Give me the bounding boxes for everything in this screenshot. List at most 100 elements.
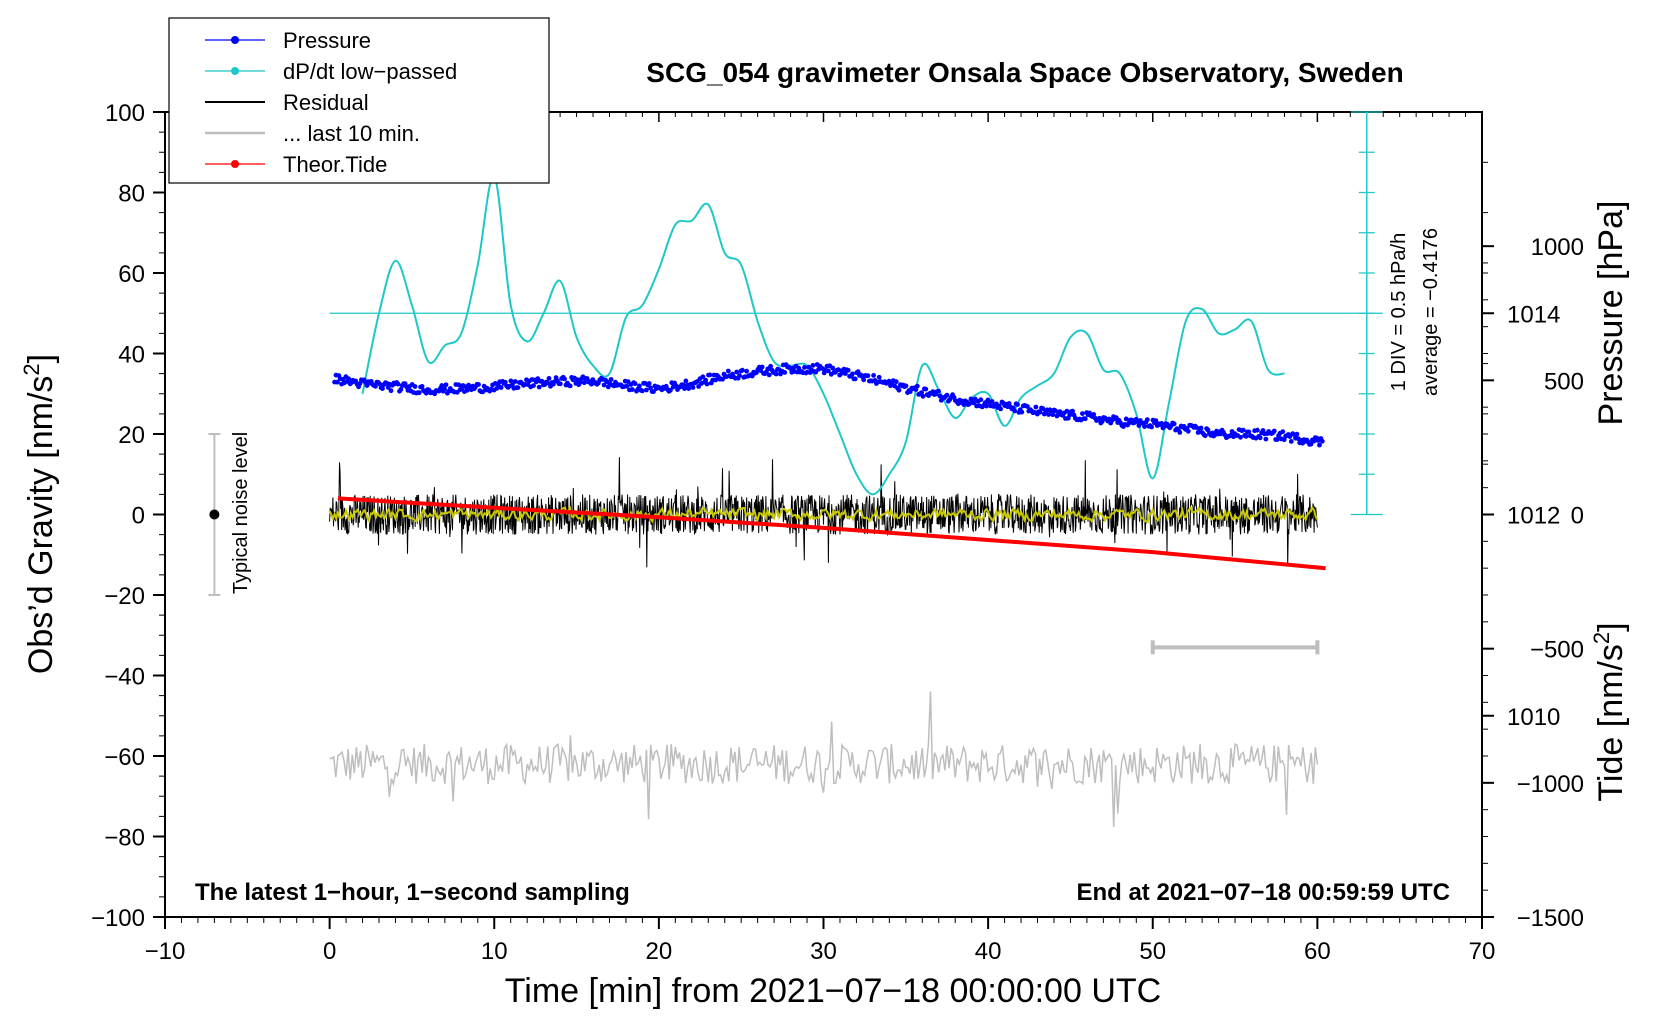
pressure-point bbox=[919, 390, 924, 395]
pressure-point bbox=[1202, 433, 1208, 439]
pressure-point bbox=[984, 403, 989, 409]
x-tick-label: 50 bbox=[1139, 938, 1166, 965]
gravity-axis-title: Obs’d Gravity [nm/s2] bbox=[19, 354, 60, 674]
x-tick-label: 20 bbox=[646, 938, 673, 965]
pressure-point bbox=[639, 388, 645, 394]
pressure-point bbox=[423, 390, 429, 396]
tide-tick-label: 0 bbox=[1571, 503, 1584, 530]
pressure-point bbox=[335, 379, 340, 385]
pressure-point bbox=[1144, 417, 1150, 422]
gravity-tick-label: 100 bbox=[105, 100, 145, 127]
gravity-tick-label: 80 bbox=[118, 181, 145, 208]
pressure-point bbox=[744, 368, 749, 374]
pressure-point bbox=[796, 365, 802, 371]
pressure-point bbox=[395, 381, 401, 387]
pressure-point bbox=[629, 387, 635, 392]
pressure-point bbox=[1064, 408, 1070, 414]
legend-entry-residual: Residual bbox=[205, 90, 369, 115]
pressure-point bbox=[624, 383, 630, 389]
pressure-point bbox=[1308, 441, 1314, 447]
pressure-point bbox=[680, 382, 686, 388]
pressure-point bbox=[601, 382, 607, 388]
x-tick-label: 10 bbox=[481, 938, 508, 965]
legend-box bbox=[168, 17, 550, 184]
pressure-point bbox=[498, 385, 504, 390]
pressure-point bbox=[713, 377, 718, 383]
pressure-point bbox=[903, 383, 909, 389]
gravity-tick-label: 40 bbox=[118, 342, 145, 369]
pressure-point bbox=[1288, 439, 1294, 444]
pressure-point bbox=[442, 386, 447, 392]
legend-entry-tide: Theor.Tide bbox=[205, 152, 387, 177]
legend-label-pressure: Pressure bbox=[283, 28, 371, 53]
residual-trace bbox=[329, 457, 1318, 568]
pressure-point bbox=[920, 393, 926, 399]
pressure-point bbox=[1082, 416, 1088, 422]
pressure-point bbox=[1142, 424, 1147, 429]
pressure-point bbox=[1319, 438, 1325, 444]
pressure-point bbox=[852, 376, 858, 382]
pressure-point bbox=[439, 383, 445, 388]
legend-entry-pressure: Pressure bbox=[205, 28, 371, 53]
pressure-point bbox=[1177, 430, 1183, 435]
x-tick-label: 70 bbox=[1469, 938, 1496, 965]
pressure-point bbox=[936, 388, 941, 394]
pressure-point bbox=[830, 365, 836, 371]
pressure-point bbox=[944, 392, 950, 398]
pressure-point bbox=[581, 380, 587, 386]
pressure-point bbox=[557, 381, 563, 387]
pressure-point bbox=[545, 380, 550, 386]
residual-smoothed-trace bbox=[328, 505, 1319, 525]
pressure-point bbox=[577, 380, 583, 385]
tide-tick-label: −500 bbox=[1530, 637, 1584, 664]
pressure-point bbox=[494, 386, 500, 391]
pressure-point bbox=[1015, 402, 1020, 407]
pressure-point bbox=[773, 371, 779, 377]
legend-entry-last10: ... last 10 min. bbox=[205, 121, 420, 146]
pressure-point bbox=[876, 374, 882, 380]
pressure-point bbox=[346, 376, 352, 382]
pressure-point bbox=[531, 383, 536, 388]
pressure-point bbox=[377, 381, 383, 387]
pressure-point bbox=[768, 363, 773, 369]
tide-tick-label: 1000 bbox=[1531, 234, 1584, 261]
legend-entry-dpdt: dP/dt low−passed bbox=[205, 59, 457, 84]
footer-right-text: End at 2021−07−18 00:59:59 UTC bbox=[1076, 879, 1450, 906]
pressure-point bbox=[740, 367, 745, 373]
pressure-point bbox=[914, 383, 920, 389]
pressure-point bbox=[1012, 408, 1018, 414]
pressure-point bbox=[782, 370, 788, 375]
pressure-point bbox=[646, 381, 652, 386]
pressure-point bbox=[380, 386, 385, 391]
pressure-point bbox=[810, 363, 816, 368]
pressure-point bbox=[1153, 418, 1159, 423]
pressure-point bbox=[443, 382, 449, 388]
dpdt-div-label: 1 DIV = 0.5 hPa/h bbox=[1388, 233, 1410, 391]
pressure-point bbox=[1091, 412, 1097, 417]
pressure-point bbox=[608, 377, 614, 382]
pressure-point bbox=[632, 381, 638, 387]
pressure-point bbox=[703, 377, 709, 383]
pressure-point bbox=[704, 381, 710, 387]
pressure-point bbox=[562, 376, 567, 382]
dpdt-average-label: average = −0.4176 bbox=[1420, 228, 1442, 396]
pressure-point bbox=[725, 368, 731, 374]
tide-axis-title-end: ] bbox=[1592, 622, 1630, 631]
pressure-point bbox=[668, 387, 673, 393]
tide-axis-title: Tide [nm/s2] bbox=[1589, 622, 1630, 801]
x-axis-title: Time [min] from 2021−07−18 00:00:00 UTC bbox=[505, 972, 1161, 1010]
pressure-point bbox=[682, 386, 687, 391]
pressure-point bbox=[998, 406, 1003, 412]
x-tick-label: 60 bbox=[1304, 938, 1331, 965]
pressure-point bbox=[1123, 416, 1129, 422]
tide-axis-title-main: Tide [nm/s bbox=[1592, 644, 1630, 801]
pressure-point bbox=[584, 376, 590, 381]
pressure-point bbox=[1070, 408, 1075, 414]
gravity-tick-label: −40 bbox=[104, 664, 145, 691]
last10-trace bbox=[329, 691, 1319, 828]
pressure-point bbox=[1274, 437, 1280, 442]
pressure-point bbox=[1037, 409, 1043, 415]
pressure-point bbox=[766, 372, 772, 378]
noise-bar-center bbox=[209, 509, 220, 520]
